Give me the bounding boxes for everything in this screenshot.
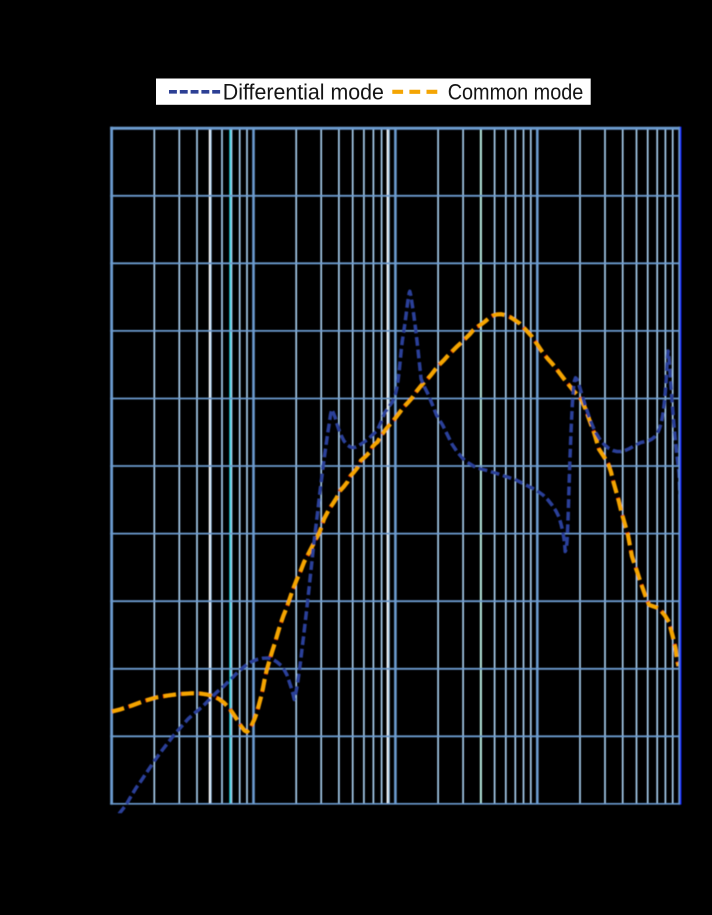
svg-text:Differential mode: Differential mode	[223, 79, 384, 104]
svg-text:Common mode: Common mode	[448, 79, 584, 104]
